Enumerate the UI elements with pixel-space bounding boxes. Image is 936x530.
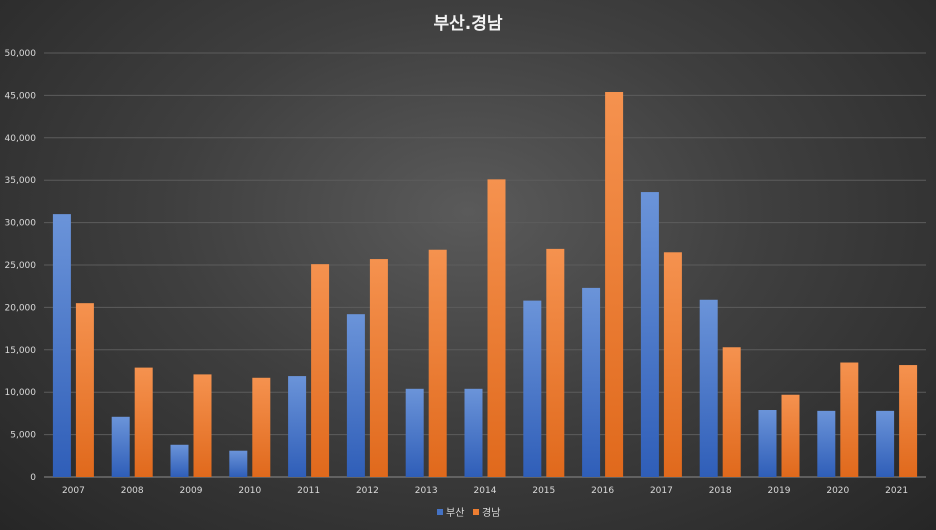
bar-gyeongnam-2021: [899, 365, 918, 477]
bar-busan-2020: [817, 410, 836, 477]
bar-gyeongnam-2008: [134, 367, 153, 477]
x-axis-ticks: 2007 2008 2009 2010 2011 2012 2013 2014 2015 2016…: [62, 486, 908, 496]
y-tick-label: 50,000: [5, 49, 37, 59]
bar-gyeongnam-2016: [605, 92, 624, 478]
legend: 부산 경남: [437, 506, 500, 519]
x-tick-label: 2012: [356, 486, 379, 496]
bars: [52, 92, 918, 478]
x-tick-label: 2009: [180, 486, 203, 496]
bar-gyeongnam-2013: [428, 249, 447, 477]
x-tick-label: 2007: [62, 486, 85, 496]
bar-busan-2008: [111, 416, 130, 477]
bar-gyeongnam-2015: [546, 248, 565, 477]
x-tick-label: 2013: [415, 486, 438, 496]
bar-gyeongnam-2020: [840, 362, 859, 477]
y-axis-ticks: 0 5,000 10,000 15,000 20,000 25,000 30,000 35,0…: [5, 49, 37, 483]
x-tick-label: 2008: [121, 486, 144, 496]
y-tick-label: 40,000: [5, 134, 37, 144]
gridlines: [44, 52, 926, 478]
bar-gyeongnam-2019: [781, 394, 800, 477]
bar-busan-2009: [170, 444, 189, 477]
y-tick-label: 15,000: [5, 346, 37, 356]
x-tick-label: 2018: [709, 486, 732, 496]
bar-busan-2015: [523, 300, 542, 477]
x-tick-label: 2016: [591, 486, 614, 496]
bar-gyeongnam-2011: [311, 264, 330, 477]
bar-busan-2012: [346, 314, 365, 477]
bar-busan-2014: [464, 388, 483, 477]
y-tick-label: 25,000: [5, 261, 37, 271]
y-tick-label: 45,000: [5, 91, 37, 101]
legend-swatch-gyeongnam: [473, 509, 479, 515]
x-tick-label: 2014: [474, 486, 497, 496]
bar-busan-2018: [699, 299, 718, 477]
x-tick-label: 2019: [768, 486, 791, 496]
bar-busan-2011: [288, 376, 307, 477]
y-tick-label: 30,000: [5, 219, 37, 229]
bar-busan-2013: [405, 388, 424, 477]
bar-busan-2021: [876, 410, 895, 477]
bar-busan-2019: [758, 410, 777, 477]
bar-gyeongnam-2009: [193, 374, 212, 477]
legend-swatch-busan: [437, 509, 443, 515]
legend-label-busan: 부산: [446, 507, 464, 519]
bar-gyeongnam-2017: [663, 252, 682, 477]
bar-busan-2017: [640, 192, 659, 477]
y-tick-label: 20,000: [5, 303, 37, 313]
bar-gyeongnam-2014: [487, 179, 506, 478]
x-tick-label: 2010: [238, 486, 261, 496]
x-tick-label: 2011: [297, 486, 320, 496]
bar-busan-2007: [52, 214, 71, 477]
x-tick-label: 2017: [650, 486, 673, 496]
bar-gyeongnam-2012: [369, 259, 388, 477]
y-tick-label: 5,000: [10, 431, 36, 441]
y-tick-label: 0: [30, 473, 36, 483]
legend-label-gyeongnam: 경남: [482, 506, 500, 519]
bar-busan-2010: [229, 450, 248, 477]
y-tick-label: 10,000: [5, 388, 37, 398]
bar-gyeongnam-2010: [252, 377, 271, 477]
y-tick-label: 35,000: [5, 176, 37, 186]
x-tick-label: 2020: [826, 486, 849, 496]
bar-busan-2016: [582, 287, 601, 477]
bar-gyeongnam-2018: [722, 347, 741, 477]
chart-title: 부산.경남: [433, 14, 502, 34]
x-tick-label: 2015: [532, 486, 555, 496]
x-tick-label: 2021: [885, 486, 908, 496]
bar-gyeongnam-2007: [75, 303, 94, 477]
